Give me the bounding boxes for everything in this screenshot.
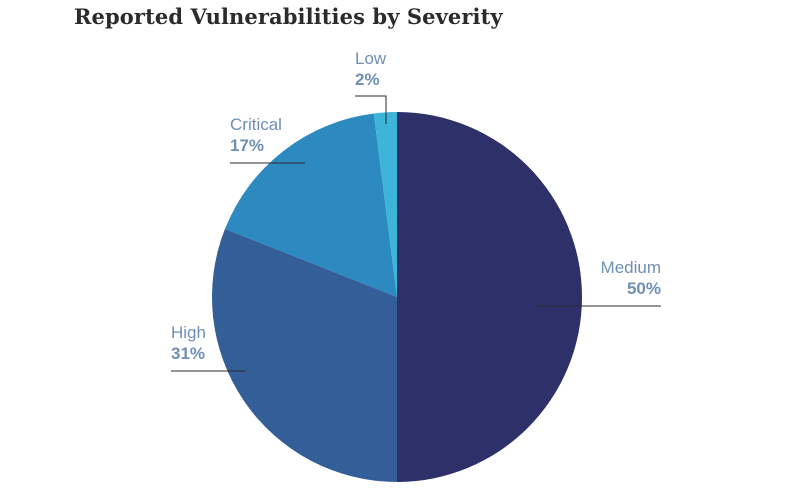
pie-slice-medium (397, 112, 582, 482)
pie-labels: Medium 50% High 31% Critical 17% Low 2% (171, 49, 661, 372)
leader-line-low (355, 95, 387, 124)
chart-title: Reported Vulnerabilities by Severity (74, 4, 503, 29)
pie-slices (211, 112, 582, 482)
slice-value-critical: 17% (230, 136, 264, 155)
slice-name-high: High (171, 323, 206, 342)
slice-value-medium: 50% (627, 279, 661, 298)
slice-value-low: 2% (355, 70, 380, 89)
slice-label-critical: Critical 17% (230, 115, 305, 164)
pie-slice-low (373, 112, 397, 297)
slice-name-critical: Critical (230, 115, 282, 134)
pie-slice-critical (224, 113, 397, 298)
pie-slice-high (211, 228, 397, 482)
slice-label-low: Low 2% (355, 49, 387, 124)
slice-name-medium: Medium (601, 258, 661, 277)
slice-label-high: High 31% (171, 323, 245, 372)
slice-value-high: 31% (171, 344, 205, 363)
slice-label-medium: Medium 50% (538, 258, 661, 307)
slice-name-low: Low (355, 49, 387, 68)
